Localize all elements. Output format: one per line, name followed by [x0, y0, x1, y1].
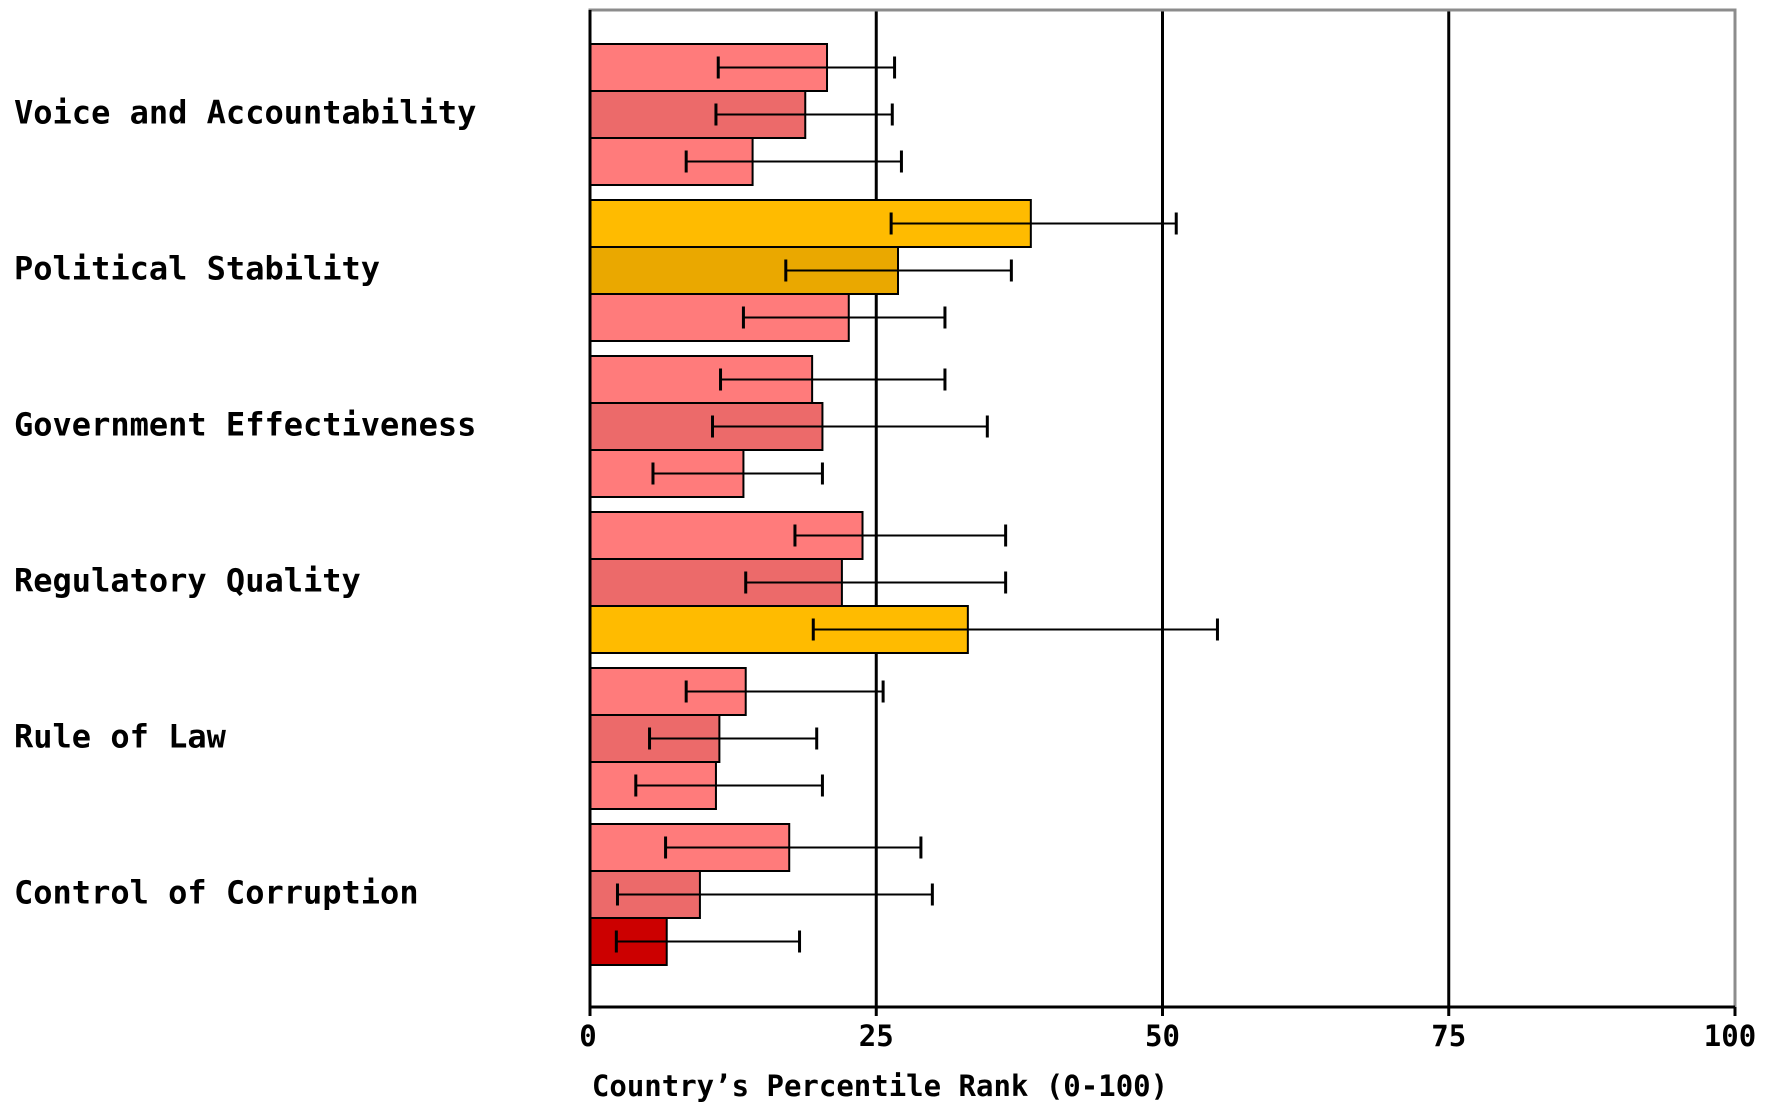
category-label-2: Government Effectiveness — [14, 406, 476, 444]
grid-layer — [874, 10, 1451, 1007]
category-label-0: Voice and Accountability — [14, 94, 476, 132]
x-axis-title: Country’s Percentile Rank (0-100) — [592, 1069, 1168, 1102]
category-label-3: Regulatory Quality — [14, 562, 361, 600]
axis-layer — [588, 8, 1737, 1016]
x-tick-label-75: 75 — [1431, 1019, 1466, 1053]
x-tick-label-0: 0 — [579, 1019, 596, 1053]
tick-labels: 0 25 50 75 100 — [579, 1019, 1756, 1053]
x-tick-label-50: 50 — [1145, 1019, 1180, 1053]
x-tick-label-100: 100 — [1704, 1019, 1756, 1053]
x-tick-label-25: 25 — [859, 1019, 894, 1053]
category-labels: Voice and Accountability Political Stabil… — [14, 94, 476, 912]
bars-layer — [589, 43, 1032, 966]
category-label-5: Control of Corruption — [14, 874, 419, 912]
category-label-4: Rule of Law — [14, 718, 227, 756]
category-label-1: Political Stability — [14, 250, 380, 288]
error-bars-layer — [614, 56, 1219, 953]
